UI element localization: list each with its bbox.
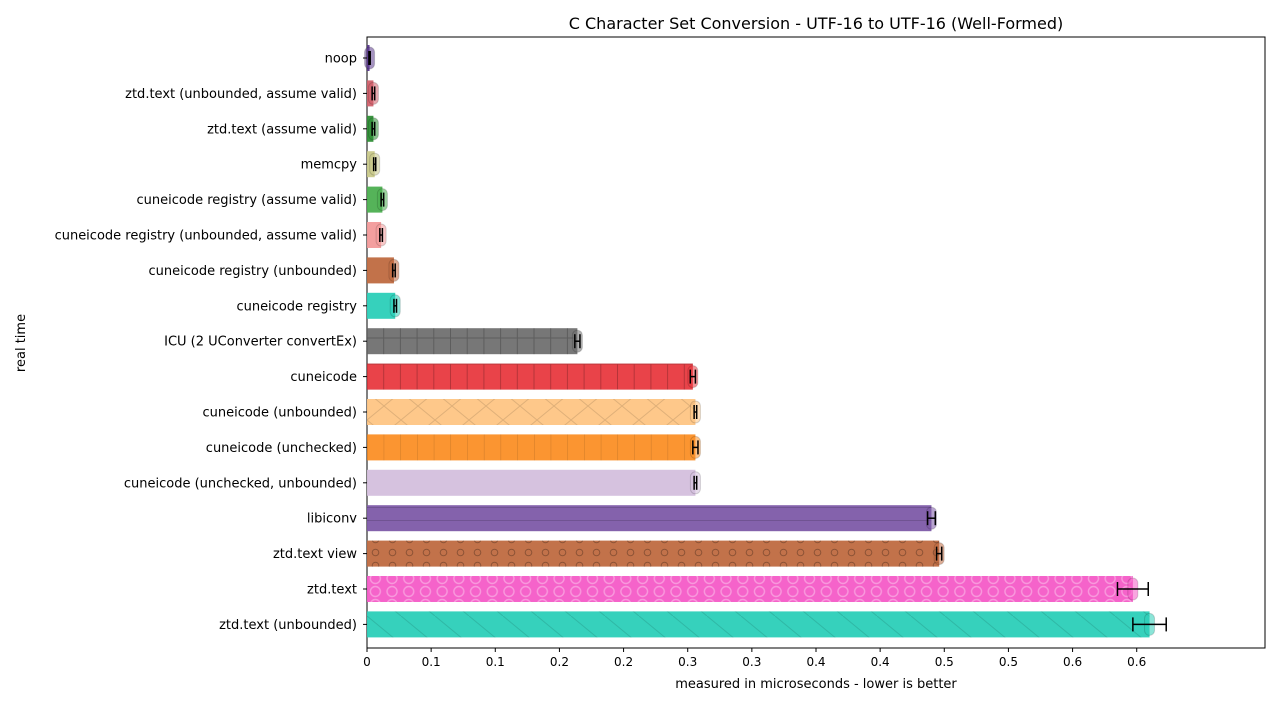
x-tick-label: 0.2 [614,655,633,669]
bar-group [367,540,945,567]
bars-layer [364,45,1167,638]
bar-group [367,80,379,107]
y-tick-label: cuneicode registry (unbounded, assume va… [55,229,357,244]
bar-hatch [367,363,693,390]
x-tick-label: 0.6 [1063,655,1082,669]
x-axis-ticks: 0 0.1 0.1 0.2 0.2 0.3 0.3 0.4 0.4 0.5 0.5 0.6 0.6 [363,648,1146,669]
bar-hatch [367,611,1150,638]
bar-group [367,363,699,390]
bar-group [367,186,388,213]
x-tick-label: 0.3 [678,655,697,669]
y-tick-label: cuneicode registry [236,299,357,314]
chart-title: C Character Set Conversion - UTF-16 to U… [569,14,1063,33]
bar-group [367,505,937,532]
bar-group [367,151,381,178]
y-tick-label: ztd.text view [273,547,357,562]
y-tick-label: cuneicode (unchecked) [206,441,357,456]
y-tick-labels: noop ztd.text (unbounded, assume valid) zt… [55,52,367,633]
x-tick-label: 0.1 [422,655,441,669]
bar-group [367,222,387,248]
x-tick-label: 0.5 [999,655,1018,669]
y-tick-label: ztd.text (assume valid) [207,122,357,137]
bar-hatch [367,576,1133,602]
x-axis-label: measured in microseconds - lower is bett… [675,677,957,692]
y-tick-label: cuneicode registry (assume valid) [136,193,357,208]
y-tick-label: cuneicode registry (unbounded) [149,264,358,279]
x-tick-label: 0.4 [806,655,825,669]
x-tick-label: 0 [363,655,371,669]
bar-group [367,469,701,496]
bar-group [367,576,1150,602]
y-tick-label: cuneicode [290,370,357,385]
y-tick-label: libiconv [307,512,357,527]
bar-hatch [367,540,940,567]
x-tick-label: 0.4 [871,655,890,669]
y-tick-label: cuneicode (unbounded) [202,406,357,421]
bar-group [367,292,401,319]
bar-hatch [367,399,696,425]
bar-group [367,611,1167,638]
y-tick-label: noop [325,52,357,67]
x-tick-label: 0.5 [935,655,954,669]
x-tick-label: 0.2 [550,655,569,669]
bar-group [367,328,583,355]
bar-group [364,45,376,71]
y-tick-label: ztd.text [307,583,357,598]
y-tick-label: memcpy [301,158,358,173]
x-tick-label: 0.3 [742,655,761,669]
y-axis-label: real time [14,314,29,372]
x-tick-label: 0.6 [1127,655,1146,669]
bar-group [367,115,379,142]
y-tick-label: cuneicode (unchecked, unbounded) [124,476,357,491]
bar [367,469,696,496]
bar-group [367,399,701,425]
bar-hatch [367,328,578,355]
y-tick-label: ICU (2 UConverter convertEx) [164,335,357,350]
bar-hatch [367,505,932,532]
y-tick-label: ztd.text (unbounded, assume valid) [125,87,357,102]
y-tick-label: ztd.text (unbounded) [219,618,357,633]
x-tick-label: 0.1 [486,655,505,669]
bar-group [367,434,701,461]
bar-group [367,257,400,284]
bar-hatch [367,434,696,461]
